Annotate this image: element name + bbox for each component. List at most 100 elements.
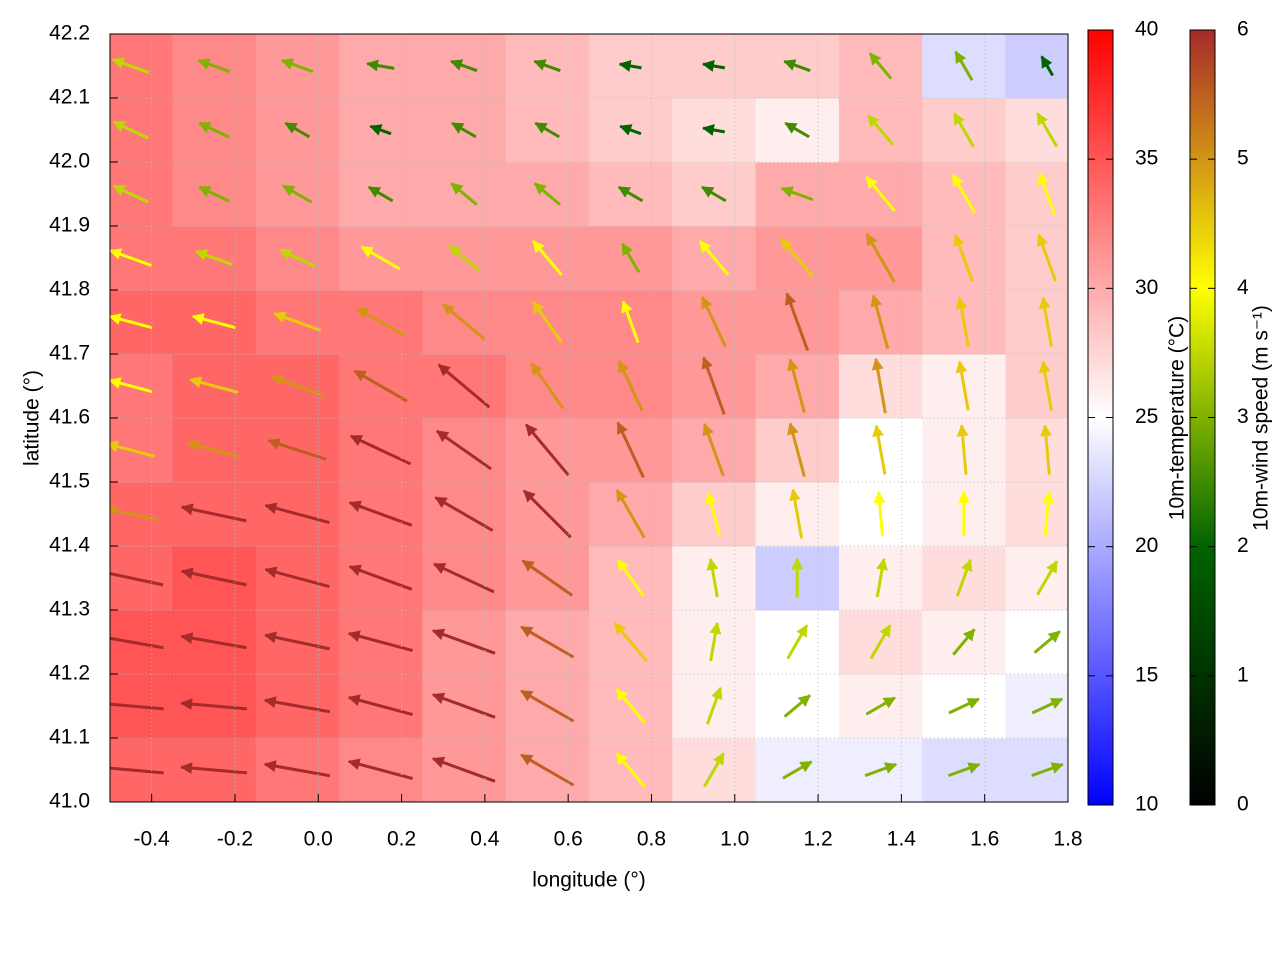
x-tick-label: 1.6 — [970, 828, 999, 851]
y-tick-label: 41.9 — [49, 214, 90, 237]
wind-arrow — [347, 630, 414, 652]
colorbar-tick-label: 35 — [1135, 147, 1158, 170]
colorbar-tick-label: 3 — [1237, 405, 1249, 428]
wind-arrow — [865, 233, 896, 283]
wind-arrow — [1037, 172, 1057, 216]
wind-arrow — [520, 625, 575, 659]
temperature-cell — [1005, 482, 1068, 547]
wind-arrow — [110, 440, 156, 458]
wind-arrow — [1039, 424, 1052, 475]
wind-arrow — [369, 124, 392, 136]
wind-arrow — [701, 185, 727, 203]
y-tick-label: 41.0 — [49, 790, 90, 813]
wind-arrow — [702, 423, 725, 477]
wind-arrow — [520, 689, 575, 723]
wind-arrow — [1036, 233, 1058, 282]
wind-arrow — [865, 176, 896, 212]
wind-arrow — [701, 124, 726, 136]
wind-arrow — [273, 311, 322, 332]
plot-frame — [109, 33, 1069, 803]
wind-arrow — [110, 313, 153, 330]
x-tick-label: -0.4 — [134, 828, 171, 851]
wind-arrow — [615, 752, 646, 788]
wind-arrow — [617, 359, 644, 412]
wind-arrow — [705, 491, 722, 536]
wind-arrow — [280, 58, 314, 74]
wind-arrow — [709, 621, 722, 662]
y-tick-label: 42.2 — [49, 22, 90, 45]
wind-arrow — [270, 374, 324, 397]
wind-arrow — [1042, 490, 1055, 537]
wind-arrow — [522, 489, 572, 539]
x-tick-label: 0.8 — [637, 828, 666, 851]
y-tick-label: 41.8 — [49, 278, 90, 301]
wind-arrow — [451, 121, 477, 139]
wind-arrow — [264, 566, 330, 588]
wind-arrow — [530, 362, 565, 410]
wind-arrow — [112, 184, 149, 204]
wind-arrow — [955, 360, 970, 411]
wind-arrow — [434, 496, 494, 532]
temperature-cell — [1005, 226, 1068, 291]
wind-arrow — [952, 628, 976, 656]
wind-arrow — [533, 59, 561, 73]
y-tick-label: 42.0 — [49, 150, 90, 173]
x-axis-label: longitude (°) — [532, 869, 645, 892]
wind-arrow — [955, 558, 973, 597]
wind-arrow — [263, 760, 331, 778]
wind-colorbar-label: 10m-wind speed (m s⁻¹) — [1250, 305, 1273, 531]
wind-arrow — [189, 376, 239, 394]
temperature-colorbar-label: 10m-temperature (°C) — [1166, 316, 1189, 520]
wind-arrow — [442, 303, 487, 341]
wind-arrow — [787, 358, 806, 413]
wind-arrow — [520, 753, 575, 787]
wind-arrow — [186, 439, 242, 459]
wind-arrow — [532, 240, 563, 276]
wind-arrow — [871, 357, 887, 414]
wind-arrow — [524, 423, 570, 477]
wind-arrow — [872, 424, 887, 475]
wind-arrow — [868, 52, 893, 80]
wind-arrow — [110, 702, 164, 711]
y-tick-label: 41.6 — [49, 406, 90, 429]
wind-arrow — [347, 694, 414, 716]
wind-arrow — [783, 694, 811, 718]
wind-arrow — [953, 233, 974, 282]
colorbar-tick-label: 4 — [1237, 276, 1249, 299]
wind-arrow — [616, 558, 645, 597]
x-tick-label: 1.4 — [887, 828, 917, 851]
colorbar-tick-label: 6 — [1237, 18, 1249, 41]
wind-arrow — [349, 434, 412, 466]
temperature-cell — [1005, 546, 1068, 611]
y-tick-label: 41.1 — [49, 726, 90, 749]
wind-arrow — [788, 488, 804, 539]
wind-arrow — [433, 562, 495, 594]
x-tick-label: 0.2 — [387, 828, 416, 851]
colorbar-tick-label: 10 — [1135, 793, 1158, 816]
wind-arrow — [284, 121, 311, 139]
wind-arrow — [787, 422, 806, 477]
wind-arrow — [194, 249, 233, 266]
wind-arrow — [786, 624, 809, 660]
wind-arrow — [956, 424, 969, 475]
temperature-cell — [110, 610, 173, 675]
wind-arrow — [782, 760, 813, 780]
wind-arrow — [780, 238, 815, 278]
temperature-cell — [110, 418, 173, 483]
wind-arrow — [1038, 360, 1053, 411]
wind-arrow — [263, 631, 331, 651]
wind-arrow — [180, 567, 247, 587]
wind-arrow — [110, 632, 164, 650]
wind-arrow — [110, 504, 159, 522]
wind-arrow — [436, 429, 492, 471]
x-tick-label: 0.4 — [470, 828, 500, 851]
wind-arrow — [955, 296, 970, 347]
wind-arrow — [613, 622, 648, 662]
wind-arrow — [198, 185, 230, 203]
wind-arrow — [431, 692, 496, 719]
wind-arrow — [521, 559, 573, 597]
wind-arrow — [437, 363, 491, 409]
wind-arrow — [110, 766, 164, 775]
